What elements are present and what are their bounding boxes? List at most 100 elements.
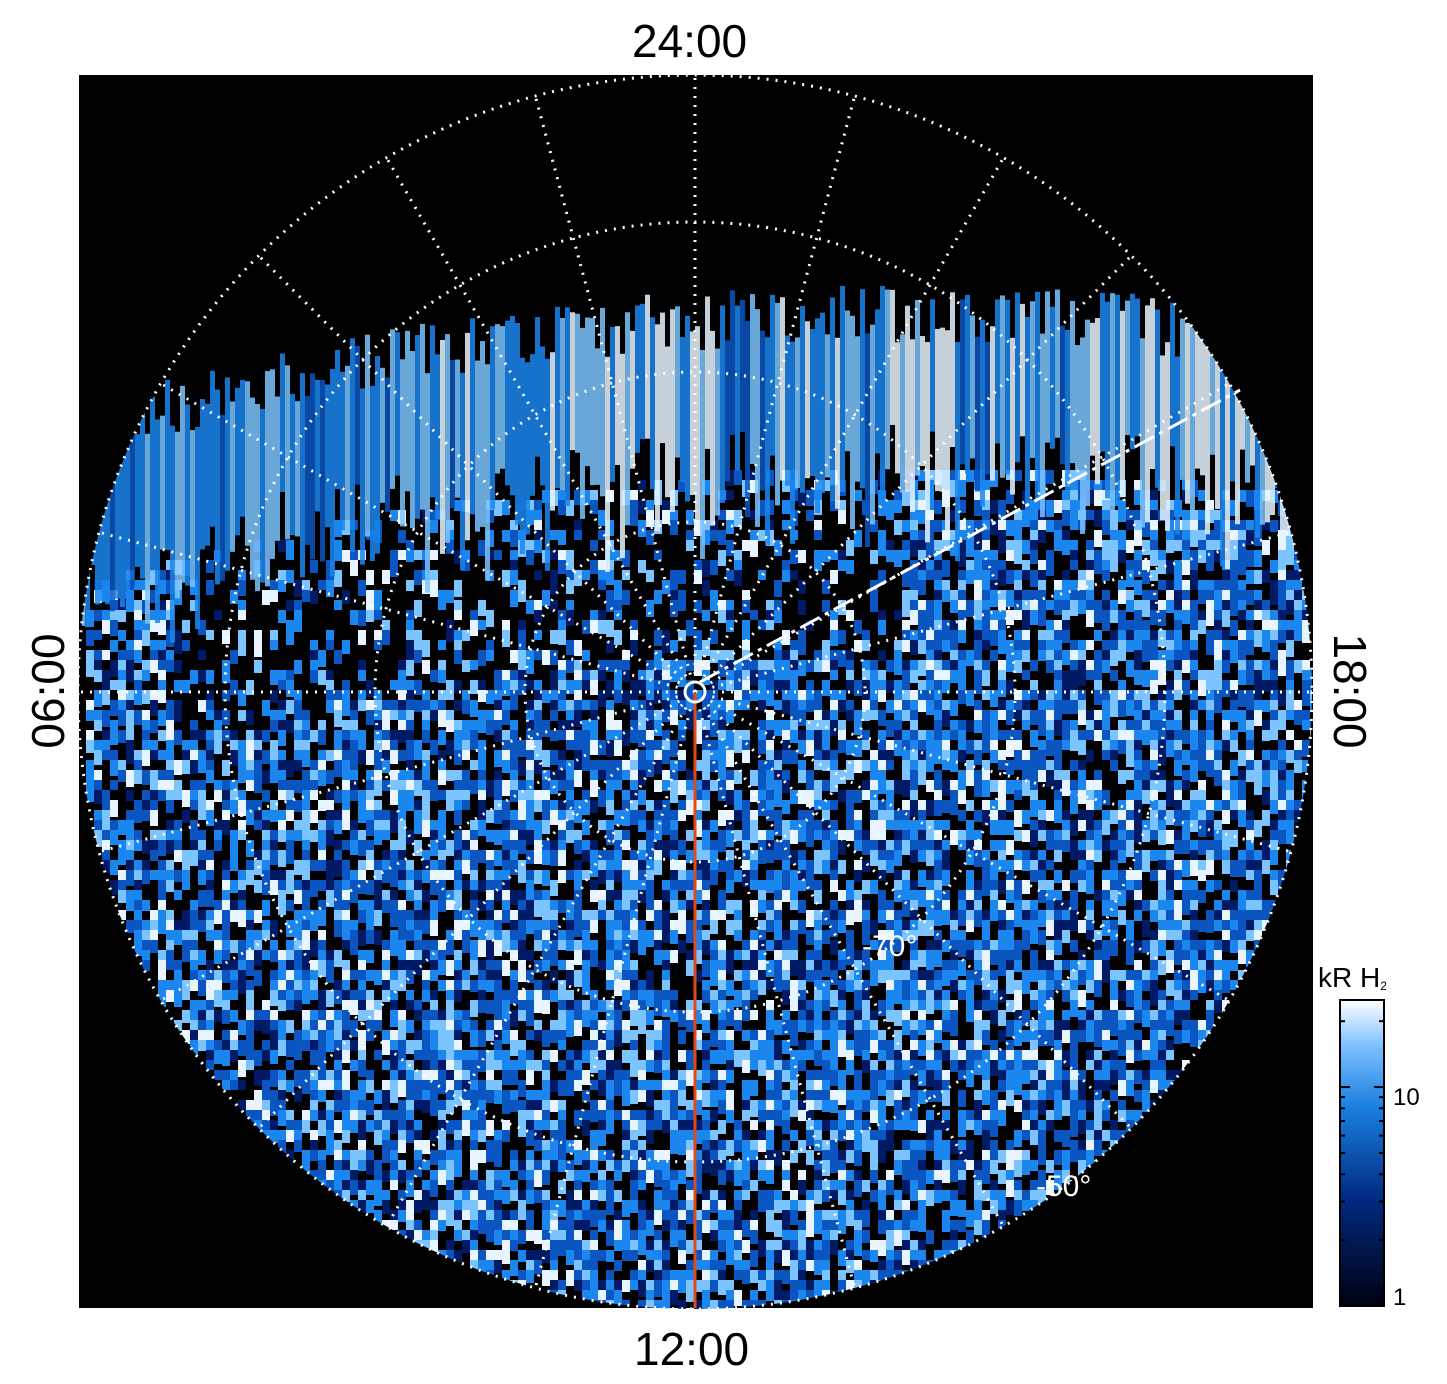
emission-pixel [1022,1010,1030,1026]
emission-pixel [366,610,374,622]
emission-pixel [1006,760,1014,775]
emission-pixel [1062,770,1070,783]
emission-pixel [1046,860,1054,870]
emission-pixel [1166,690,1174,703]
emission-pixel [390,1010,398,1027]
emission-pixel [870,960,878,977]
emission-pixel [302,840,310,853]
emission-pixel [326,1010,334,1022]
emission-pixel [542,810,550,825]
emission-pixel [286,600,294,611]
emission-pixel [798,700,806,716]
emission-pixel [942,970,950,986]
emission-pixel [830,650,838,660]
emission-pixel [654,990,662,1007]
emission-pixel [886,940,894,950]
emission-pixel [790,700,798,716]
emission-pixel [990,710,998,726]
emission-pixel [150,660,158,673]
emission-pixel [1126,830,1134,847]
emission-pixel [590,540,598,551]
emission-pixel [118,680,126,695]
emission-pixel [1014,960,1022,972]
emission-pixel [622,1000,630,1011]
emission-pixel [350,880,358,896]
emission-pixel [950,530,958,540]
emission-pixel [358,580,366,596]
emission-pixel [742,820,750,835]
emission-pixel [1102,940,1110,950]
emission-pixel [230,880,238,893]
emission-pixel [990,610,998,622]
emission-pixel [1070,740,1078,751]
emission-pixel [318,1020,326,1030]
emission-pixel [630,770,638,782]
emission-pixel [326,790,334,807]
emission-pixel [518,1000,526,1016]
emission-pixel [454,1020,462,1034]
emission-pixel [206,740,214,753]
emission-pixel [1254,760,1262,772]
emission-pixel [1046,940,1054,957]
emission-pixel [214,910,222,924]
emission-pixel [374,1020,382,1031]
emission-pixel [734,570,742,586]
emission-pixel [982,870,990,882]
emission-pixel [1150,770,1158,783]
emission-pixel [382,1030,390,1040]
emission-pixel [182,850,190,864]
emission-pixel [182,1010,190,1023]
emission-pixel [494,500,502,516]
emission-pixel [174,930,182,945]
emission-pixel [1198,1020,1206,1031]
emission-pixel [910,960,918,972]
emission-pixel [838,910,846,921]
emission-pixel [1206,810,1214,821]
emission-pixel [918,500,926,512]
emission-pixel [654,550,662,560]
emission-pixel [934,980,942,992]
emission-pixel [798,640,806,655]
emission-pixel [1222,920,1230,937]
emission-pixel [1014,1020,1022,1037]
emission-pixel [1078,650,1086,662]
emission-pixel [942,670,950,685]
emission-pixel [1174,1010,1182,1025]
emission-pixel [534,600,542,615]
emission-pixel [1150,590,1158,602]
emission-pixel [1206,860,1214,875]
emission-pixel [582,680,590,690]
emission-pixel [870,1010,878,1020]
emission-pixel [1086,910,1094,921]
emission-pixel [574,700,582,715]
emission-pixel [158,920,166,934]
emission-pixel [534,700,542,710]
emission-pixel [342,810,350,820]
emission-pixel [1118,540,1126,556]
emission-pixel [1038,640,1046,657]
emission-pixel [1086,720,1094,734]
emission-pixel [590,1030,598,1045]
emission-pixel [934,590,942,605]
emission-pixel [334,840,342,850]
emission-pixel [374,600,382,615]
emission-pixel [918,540,926,551]
emission-pixel [742,950,750,966]
emission-pixel [582,720,590,733]
emission-pixel [1078,1010,1086,1024]
emission-pixel [942,750,950,765]
emission-pixel [1110,880,1118,891]
emission-pixel [966,650,974,666]
emission-pixel [718,990,726,1005]
emission-pixel [366,800,374,814]
emission-pixel [278,970,286,987]
emission-pixel [662,510,670,524]
emission-pixel [542,950,550,964]
emission-pixel [1270,830,1278,846]
emission-pixel [1094,980,1102,997]
emission-pixel [822,800,830,813]
emission-pixel [998,520,1006,535]
emission-pixel [486,640,494,654]
emission-pixel [550,570,558,581]
emission-pixel [806,680,814,693]
